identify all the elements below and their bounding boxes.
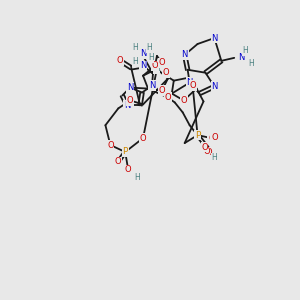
Text: O: O: [180, 96, 187, 105]
Text: O: O: [127, 96, 134, 105]
Text: O: O: [163, 68, 169, 77]
Text: N: N: [140, 50, 146, 58]
Text: O: O: [205, 148, 212, 158]
Text: H: H: [134, 173, 140, 182]
Text: N: N: [211, 34, 218, 43]
Text: O: O: [189, 81, 196, 90]
Text: N: N: [124, 101, 130, 110]
Text: H: H: [148, 53, 154, 62]
Text: H: H: [212, 153, 218, 162]
Text: H: H: [146, 44, 152, 52]
Text: O: O: [117, 56, 124, 65]
Text: H: H: [132, 57, 138, 66]
Text: N: N: [238, 53, 244, 62]
Text: O: O: [189, 81, 196, 90]
Text: N: N: [140, 61, 146, 70]
Text: N: N: [211, 82, 218, 91]
Text: P: P: [195, 130, 200, 140]
Text: P: P: [122, 148, 128, 157]
Text: N: N: [186, 78, 193, 87]
Text: O: O: [140, 134, 146, 142]
Text: O: O: [159, 58, 165, 67]
Text: H: H: [212, 153, 217, 162]
Text: O: O: [201, 142, 208, 152]
Text: H: H: [248, 59, 254, 68]
Text: O: O: [208, 134, 215, 142]
Text: O: O: [107, 140, 114, 149]
Text: H: H: [242, 46, 248, 56]
Text: N: N: [149, 81, 155, 90]
Text: N: N: [182, 50, 188, 59]
Text: O: O: [211, 133, 218, 142]
Text: O: O: [115, 158, 122, 166]
Text: H: H: [132, 44, 138, 52]
Text: O: O: [164, 93, 171, 102]
Text: O: O: [203, 148, 210, 157]
Text: H: H: [154, 64, 160, 73]
Text: O: O: [152, 61, 158, 70]
Text: O: O: [125, 165, 131, 174]
Text: O: O: [159, 86, 165, 95]
Text: N: N: [127, 83, 134, 92]
